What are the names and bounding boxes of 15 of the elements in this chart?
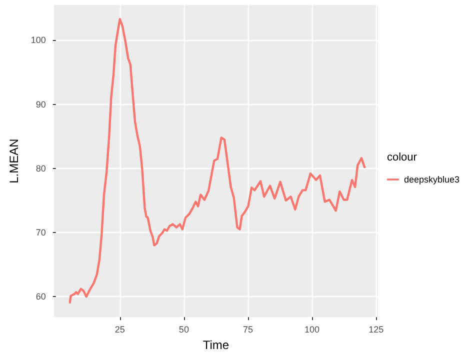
x-axis-title: Time	[202, 338, 230, 352]
legend-label: deepskyblue3	[404, 174, 460, 184]
x-tick-label: 125	[368, 324, 384, 335]
legend-title: colour	[387, 152, 418, 164]
y-tick-label: 90	[36, 99, 46, 110]
x-tick-label: 100	[304, 324, 320, 335]
y-tick-label: 100	[30, 35, 46, 46]
line-series	[68, 18, 366, 304]
y-axis-title: L.MEAN	[7, 138, 21, 184]
y-tick-label: 70	[36, 228, 46, 238]
x-tick-label: 50	[178, 324, 189, 335]
x-tick-label: 75	[242, 324, 253, 335]
y-tick-label: 60	[36, 292, 46, 302]
y-tick-label: 80	[36, 163, 46, 174]
x-tick-label: 25	[114, 324, 125, 335]
